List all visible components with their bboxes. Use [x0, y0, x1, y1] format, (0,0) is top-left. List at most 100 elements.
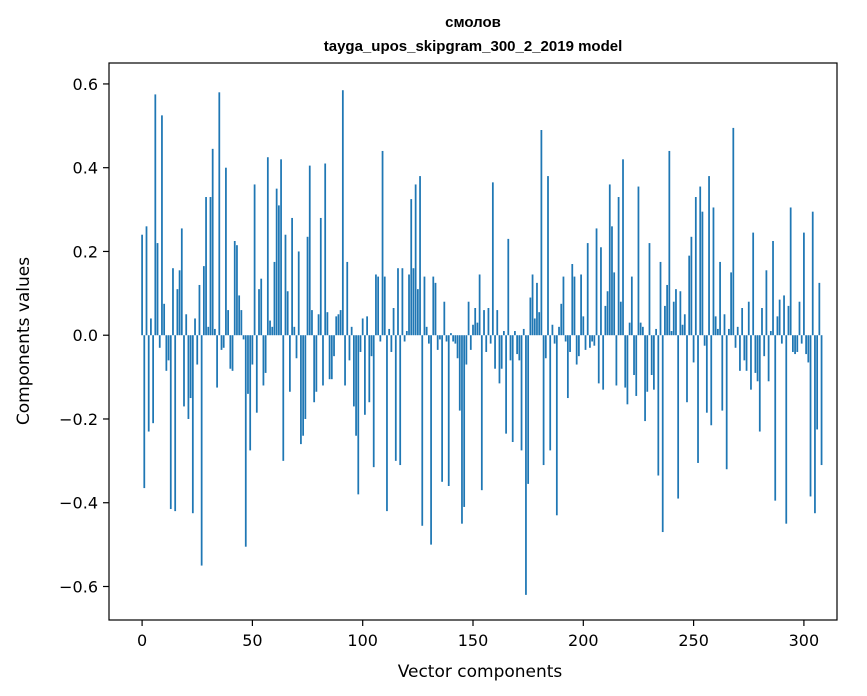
bar	[377, 276, 380, 336]
bar	[509, 335, 512, 361]
bar	[238, 295, 241, 336]
bar	[302, 335, 305, 436]
bar	[555, 335, 558, 516]
bar	[271, 326, 274, 336]
bar	[361, 318, 364, 336]
bar	[745, 335, 748, 371]
bars-group	[141, 90, 823, 595]
y-tick-label: 0.2	[73, 242, 98, 261]
bar	[514, 331, 516, 336]
bar	[814, 335, 816, 514]
bar	[586, 243, 589, 336]
bar	[200, 335, 203, 566]
bar	[551, 324, 554, 336]
bar	[251, 335, 254, 365]
bar	[792, 335, 794, 352]
bar	[372, 335, 375, 468]
y-tick-label: 0.6	[73, 75, 98, 94]
bar	[637, 186, 640, 336]
bar	[772, 240, 774, 336]
bar	[145, 226, 148, 336]
bar	[174, 335, 177, 512]
bar	[536, 282, 538, 336]
bar	[355, 335, 357, 436]
chart-title: смолов	[445, 14, 501, 31]
bar	[542, 335, 545, 466]
bar	[670, 331, 673, 336]
bar	[681, 324, 684, 336]
bar	[635, 335, 638, 396]
bar	[630, 276, 633, 336]
bar	[694, 197, 697, 336]
bar	[787, 305, 790, 336]
bar	[672, 301, 675, 336]
bar	[677, 335, 680, 499]
bar	[578, 335, 580, 357]
bar	[194, 318, 196, 336]
bar	[211, 148, 214, 336]
bar	[661, 335, 664, 533]
bar	[633, 335, 635, 376]
bar	[710, 335, 713, 426]
bar	[653, 335, 655, 390]
bar	[597, 335, 600, 384]
bar	[216, 335, 218, 388]
bar	[476, 322, 479, 336]
bar	[297, 251, 300, 336]
bar	[300, 335, 302, 445]
bar	[328, 335, 331, 380]
bar	[282, 335, 285, 461]
bar	[560, 303, 563, 336]
bar	[185, 314, 188, 336]
plot-frame	[108, 62, 838, 621]
bar	[491, 182, 494, 336]
bar	[441, 335, 443, 482]
bar	[591, 335, 593, 342]
bar	[697, 335, 699, 463]
bar	[333, 335, 335, 357]
bar	[511, 335, 514, 443]
bar	[191, 335, 194, 514]
bar	[785, 335, 788, 524]
bar	[218, 92, 221, 336]
bar	[158, 335, 161, 348]
bar	[341, 90, 344, 336]
x-tick-label: 50	[242, 631, 262, 650]
bar	[264, 335, 267, 373]
bar	[450, 333, 452, 336]
bar	[721, 335, 724, 411]
bar	[247, 335, 249, 394]
bar	[463, 335, 466, 507]
bar	[454, 335, 457, 344]
bar	[747, 301, 750, 336]
bar	[686, 335, 688, 403]
bar	[507, 238, 510, 336]
bar	[255, 335, 258, 413]
bar	[269, 320, 271, 336]
bar	[289, 335, 291, 392]
bar	[403, 335, 406, 342]
bar	[758, 335, 761, 432]
bar	[566, 335, 569, 399]
bar	[445, 335, 448, 342]
bar	[675, 289, 677, 336]
bar	[522, 328, 525, 336]
bar	[703, 335, 706, 346]
bar	[644, 335, 646, 422]
bar	[789, 207, 792, 336]
bar	[350, 326, 353, 336]
bar	[339, 310, 342, 336]
bar	[730, 272, 732, 336]
bar	[430, 335, 432, 545]
bar	[315, 335, 318, 392]
bar	[284, 234, 287, 336]
bar	[207, 326, 210, 336]
bar	[765, 270, 768, 336]
bar	[811, 211, 814, 336]
bar	[249, 335, 252, 451]
bar	[818, 282, 821, 336]
bar	[569, 335, 571, 352]
bar	[209, 197, 212, 336]
bar	[317, 314, 320, 336]
